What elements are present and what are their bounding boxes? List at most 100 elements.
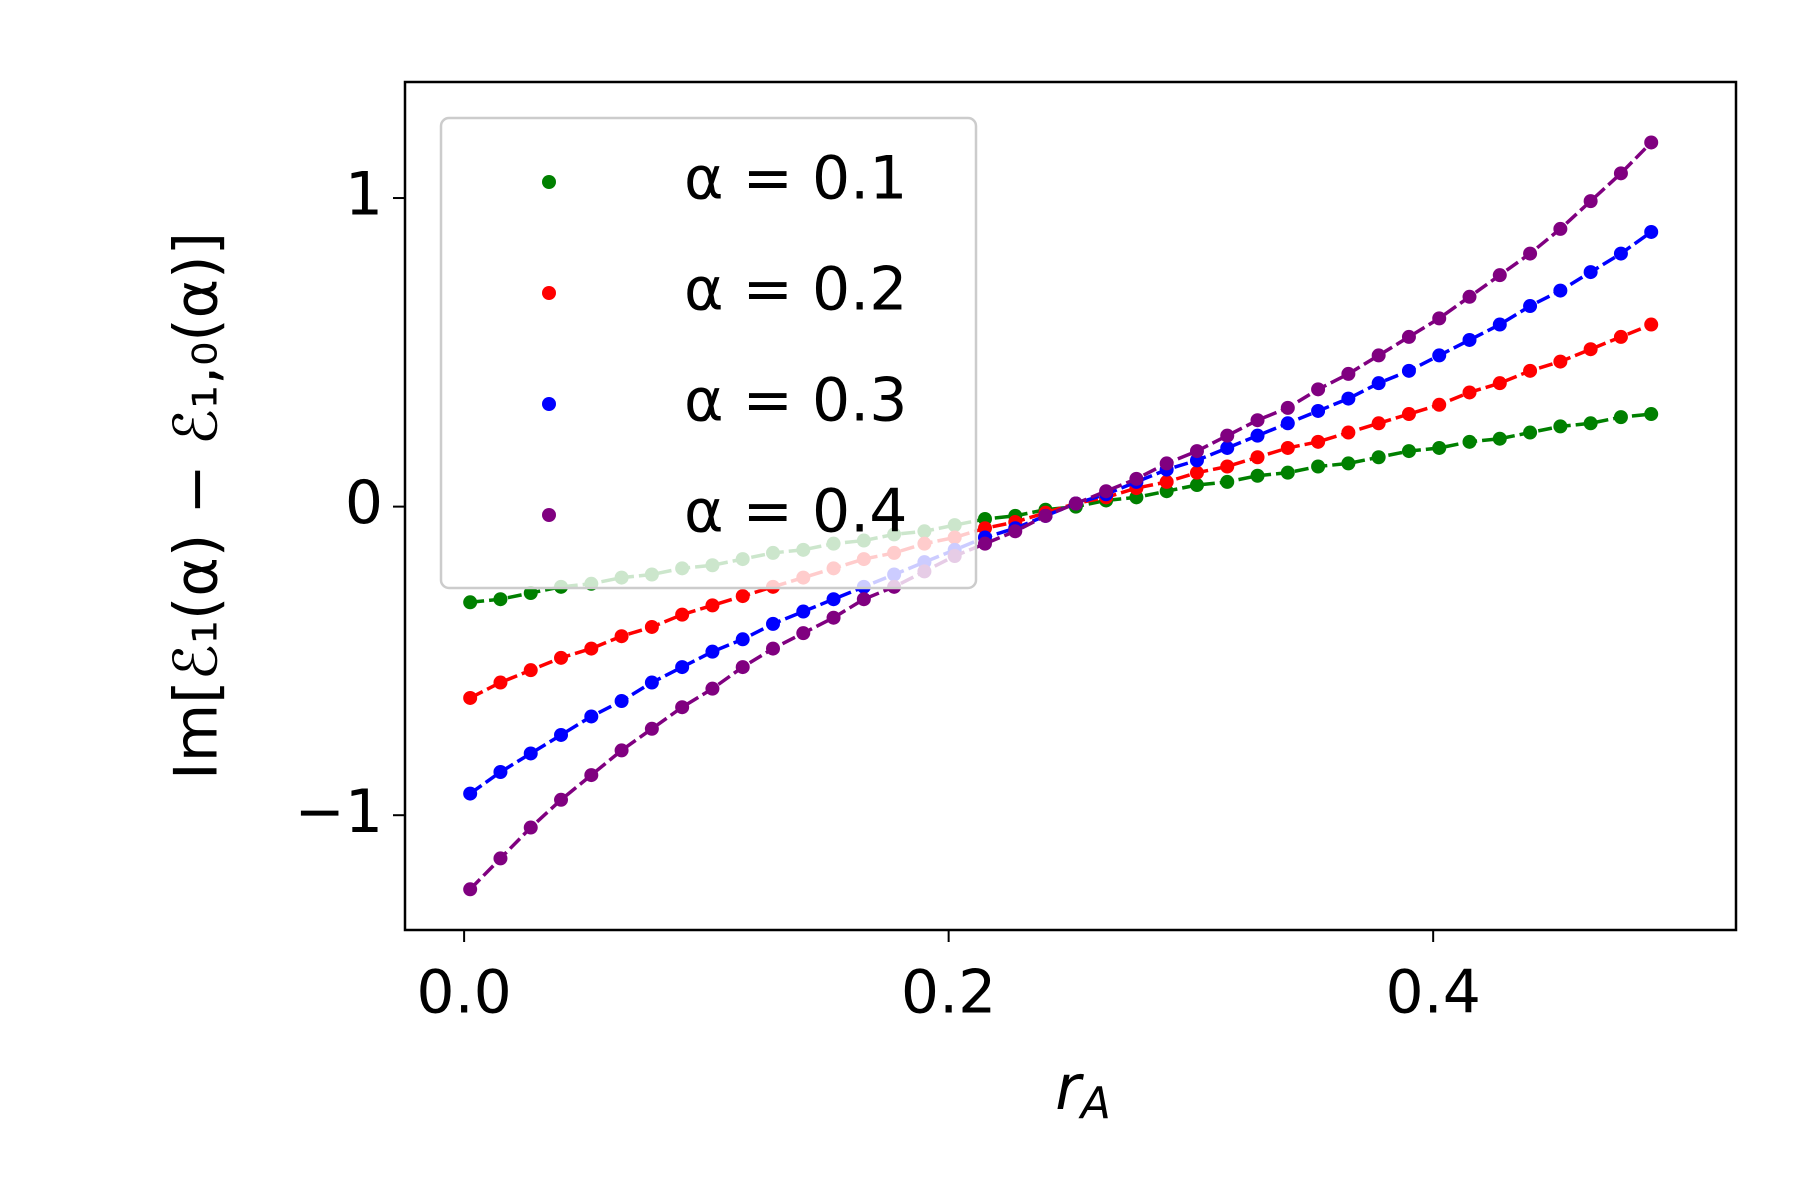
data-point	[1280, 440, 1295, 455]
y-axis-label: Im[ℰ₁(α) − ℰ₁,₀(α)]	[162, 232, 232, 780]
data-point	[826, 610, 841, 625]
data-point	[765, 641, 780, 656]
data-point	[644, 721, 659, 736]
data-point	[1462, 289, 1477, 304]
data-point	[1189, 465, 1204, 480]
data-point	[584, 709, 599, 724]
data-point	[1250, 428, 1265, 443]
data-point	[1220, 440, 1235, 455]
data-point	[1492, 431, 1507, 446]
data-point	[1401, 444, 1416, 459]
data-point	[1401, 407, 1416, 422]
data-point	[1462, 434, 1477, 449]
data-point	[554, 650, 569, 665]
data-point	[1553, 419, 1568, 434]
data-point	[1311, 382, 1326, 397]
data-point	[493, 592, 508, 607]
data-point	[463, 786, 478, 801]
data-point	[1371, 416, 1386, 431]
data-point	[856, 592, 871, 607]
data-point	[1189, 478, 1204, 493]
data-point	[977, 536, 992, 551]
legend-box	[439, 116, 978, 590]
data-point	[1401, 363, 1416, 378]
data-point	[1523, 425, 1538, 440]
data-point	[705, 681, 720, 696]
data-point	[1644, 135, 1659, 150]
data-point	[1341, 391, 1356, 406]
legend-label: α = 0.2	[684, 255, 907, 325]
legend-label: α = 0.1	[684, 144, 907, 214]
data-point	[1371, 450, 1386, 465]
data-point	[493, 675, 508, 690]
legend-marker	[542, 175, 556, 189]
data-point	[463, 690, 478, 705]
x-tick-label: 0.0	[416, 958, 511, 1028]
data-point	[614, 743, 629, 758]
data-point	[1613, 410, 1628, 425]
data-point	[1401, 329, 1416, 344]
data-point	[1613, 329, 1628, 344]
data-point	[584, 768, 599, 783]
data-point	[493, 765, 508, 780]
x-tick-label: 0.4	[1385, 958, 1480, 1028]
data-point	[1038, 508, 1053, 523]
data-point	[523, 663, 538, 678]
data-point	[735, 660, 750, 675]
data-point	[644, 675, 659, 690]
data-point	[614, 629, 629, 644]
data-point	[1341, 366, 1356, 381]
data-point	[1492, 317, 1507, 332]
data-point	[826, 592, 841, 607]
data-point	[735, 589, 750, 604]
data-point	[1280, 465, 1295, 480]
data-point	[675, 660, 690, 675]
data-point	[1523, 363, 1538, 378]
data-point	[1613, 246, 1628, 261]
data-point	[1583, 194, 1598, 209]
data-point	[1492, 376, 1507, 391]
data-point	[705, 598, 720, 613]
legend-marker	[542, 397, 556, 411]
data-point	[644, 619, 659, 634]
data-point	[584, 641, 599, 656]
legend-label: α = 0.3	[684, 366, 907, 436]
data-point	[1311, 459, 1326, 474]
data-point	[1553, 283, 1568, 298]
data-point	[523, 586, 538, 601]
data-point	[1523, 246, 1538, 261]
data-point	[1644, 224, 1659, 239]
data-point	[1159, 474, 1174, 489]
data-point	[1644, 407, 1659, 422]
data-point	[1432, 440, 1447, 455]
y-tick-label: 1	[345, 160, 383, 230]
data-point	[796, 626, 811, 641]
data-point	[1341, 425, 1356, 440]
data-point	[1492, 268, 1507, 283]
data-point	[675, 700, 690, 715]
data-point	[1129, 471, 1144, 486]
x-tick-label: 0.2	[901, 958, 996, 1028]
data-point	[1432, 348, 1447, 363]
data-point	[1189, 444, 1204, 459]
data-point	[1250, 450, 1265, 465]
data-point	[614, 694, 629, 709]
data-point	[554, 727, 569, 742]
data-point	[493, 851, 508, 866]
x-axis-label: rA	[1055, 1051, 1111, 1129]
data-point	[1523, 299, 1538, 314]
data-point	[735, 632, 750, 647]
data-point	[765, 616, 780, 631]
data-point	[1341, 456, 1356, 471]
y-tick-label: 0	[345, 468, 383, 538]
data-point	[796, 604, 811, 619]
data-point	[1462, 332, 1477, 347]
legend-label: α = 0.4	[684, 477, 907, 547]
data-point	[1583, 416, 1598, 431]
data-point	[1250, 413, 1265, 428]
data-point	[1311, 434, 1326, 449]
data-point	[1068, 496, 1083, 511]
data-point	[1250, 468, 1265, 483]
data-point	[463, 882, 478, 897]
